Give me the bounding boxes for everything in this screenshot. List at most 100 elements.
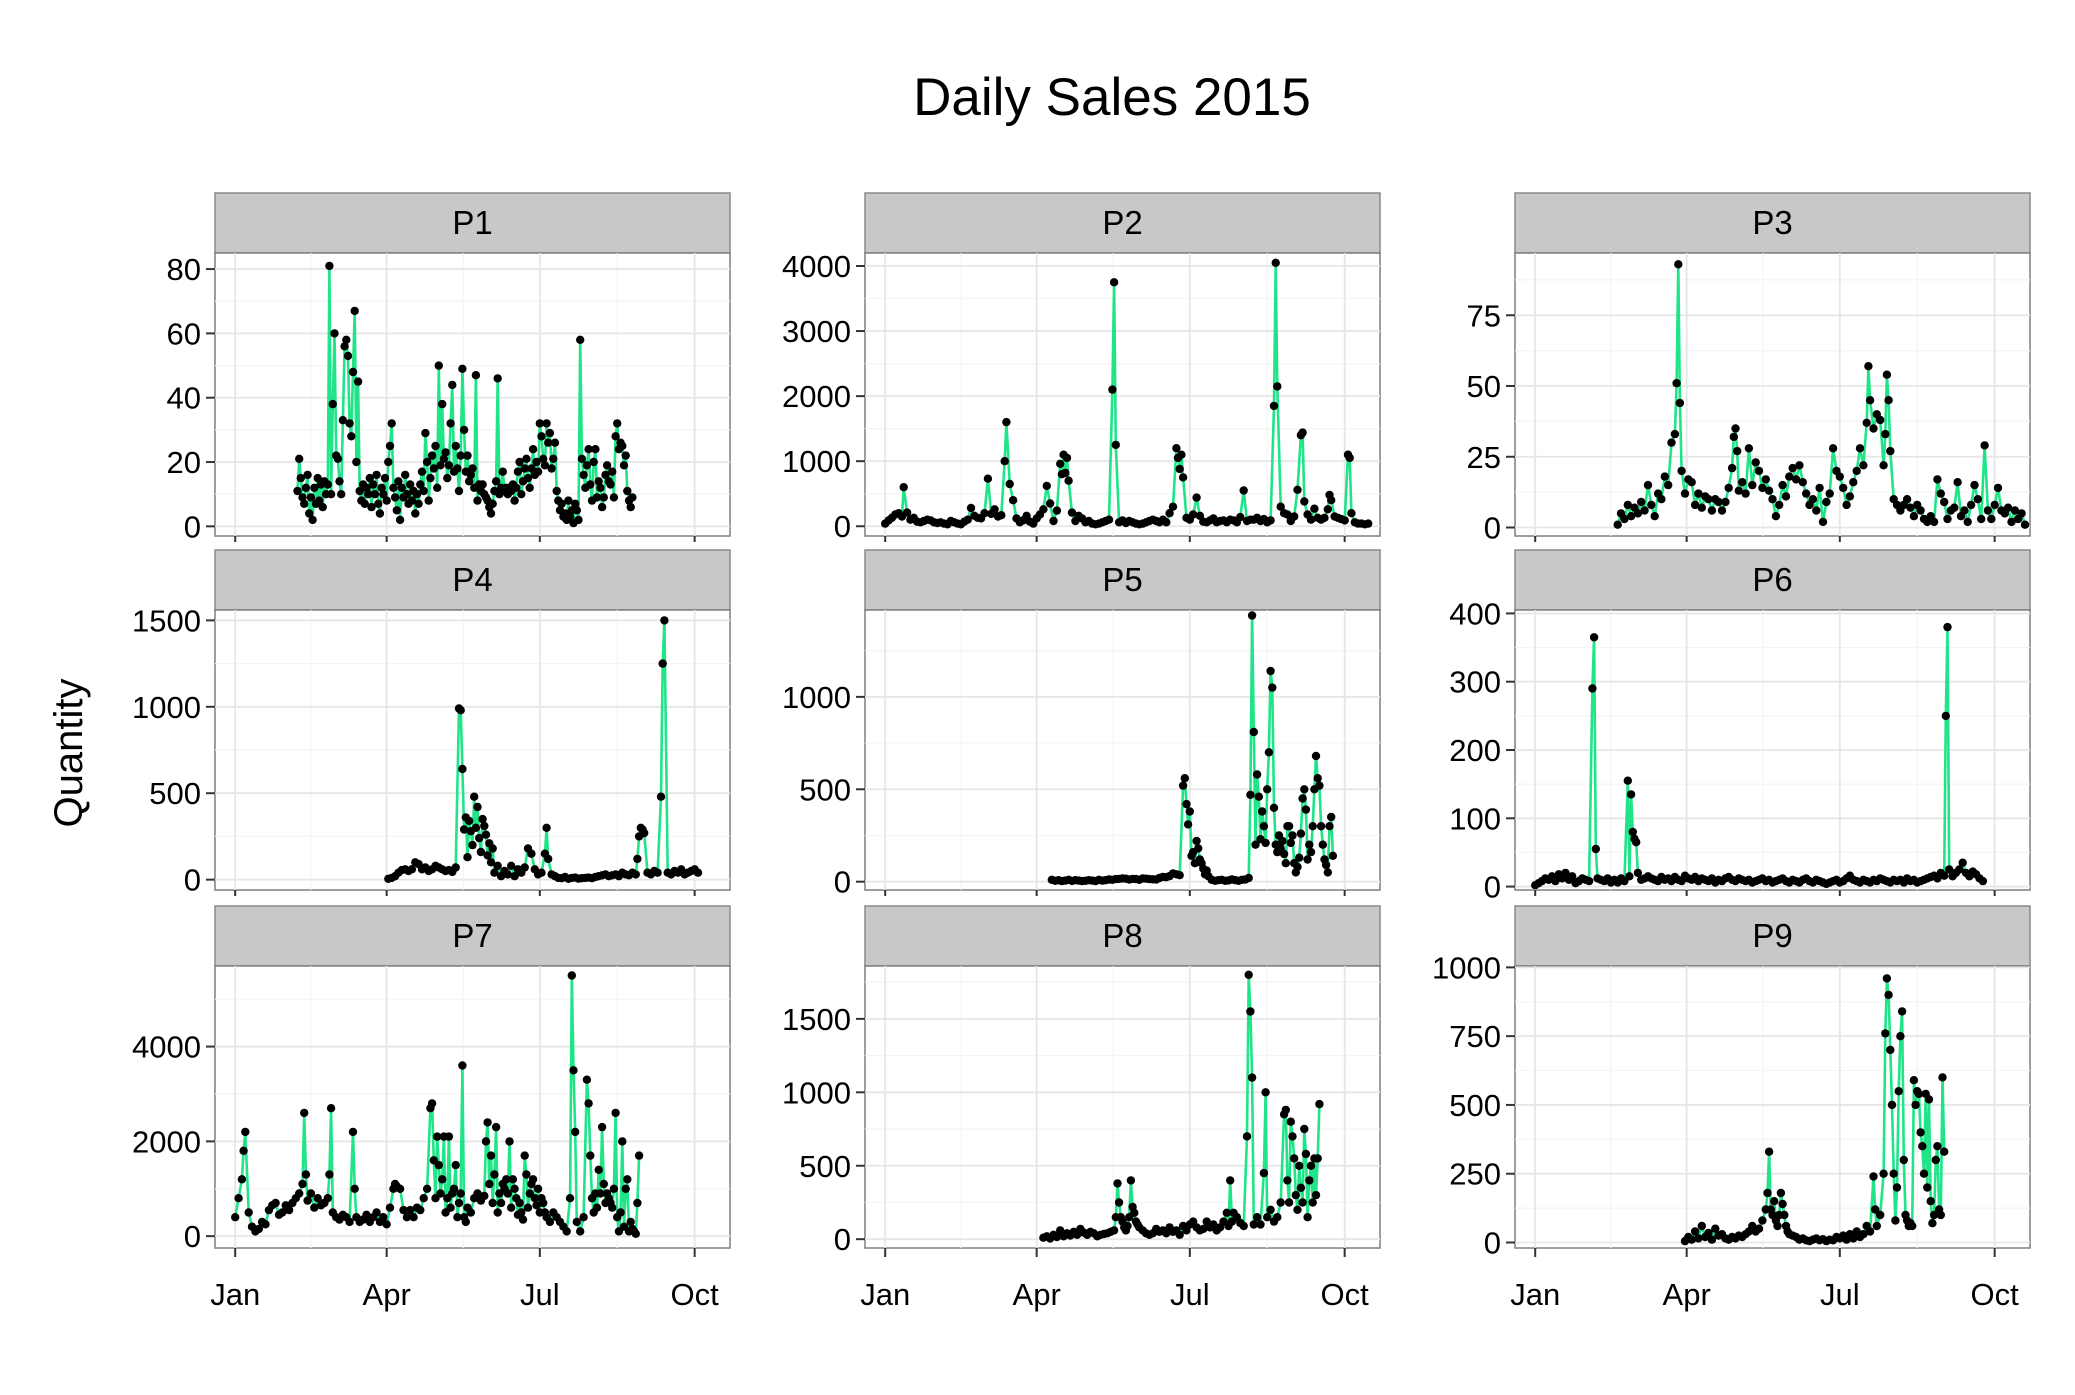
data-point-p1	[395, 515, 405, 525]
data-point-p3	[1643, 480, 1653, 490]
data-point-p1	[456, 451, 465, 460]
data-point-p8	[1291, 1190, 1301, 1200]
series-points-p2	[881, 258, 1373, 529]
y-tick-label-p4: 0	[184, 863, 201, 898]
y-tick-label-p4: 1500	[132, 603, 201, 638]
series-points-p1	[293, 261, 637, 528]
data-point-p1	[611, 432, 620, 441]
y-tick-label-p2: 0	[834, 509, 851, 544]
data-point-p8	[1263, 1213, 1272, 1222]
data-point-p2	[902, 508, 912, 517]
data-point-p2	[990, 505, 999, 514]
data-point-p2	[899, 483, 908, 492]
data-point-p5	[1249, 727, 1259, 737]
data-point-p8	[1247, 1073, 1257, 1082]
x-tick-label-p8: Jan	[860, 1277, 910, 1312]
data-point-p4	[456, 706, 465, 715]
data-point-p9	[1770, 1197, 1779, 1206]
data-point-p3	[1886, 446, 1895, 456]
data-point-p8	[1113, 1179, 1122, 1188]
data-point-p4	[473, 802, 482, 812]
data-point-p1	[589, 457, 598, 467]
data-point-p4	[486, 858, 496, 867]
data-point-p8	[1305, 1176, 1314, 1185]
data-point-p7	[466, 1208, 475, 1217]
data-point-p3	[1953, 478, 1962, 487]
data-point-p6	[1623, 776, 1633, 785]
data-point-p1	[436, 461, 445, 470]
data-point-p3	[1657, 495, 1666, 504]
data-point-p9	[1876, 1210, 1885, 1220]
panel-p4: P4 0 500 1000 1500	[132, 549, 731, 898]
data-point-p4	[660, 616, 669, 625]
series-points-p6	[1531, 622, 1988, 890]
data-point-p3	[1729, 432, 1739, 442]
data-point-p1	[571, 499, 580, 508]
data-point-p7	[237, 1175, 247, 1184]
data-point-p1	[389, 483, 398, 492]
data-point-p5	[1259, 822, 1269, 831]
data-point-p2	[1340, 516, 1349, 525]
data-point-p1	[397, 483, 406, 492]
data-point-p6	[1978, 876, 1988, 886]
data-point-p5	[1286, 838, 1296, 848]
data-point-p7	[406, 1205, 415, 1215]
data-point-p4	[476, 847, 486, 857]
data-point-p1	[515, 457, 524, 467]
y-tick-label-p8: 1000	[782, 1075, 851, 1110]
data-point-p7	[234, 1194, 243, 1203]
strip-p7	[214, 905, 731, 967]
data-point-p3	[1677, 466, 1686, 476]
data-point-p4	[493, 861, 502, 870]
data-point-p3	[1882, 370, 1892, 379]
data-point-p7	[454, 1198, 464, 1208]
data-point-p8	[1293, 1205, 1302, 1215]
data-point-p2	[1177, 450, 1186, 459]
data-point-p3	[1828, 444, 1838, 453]
data-point-p1	[582, 461, 592, 470]
data-point-p8	[1288, 1132, 1297, 1141]
data-point-p7	[461, 1217, 470, 1227]
data-point-p8	[1246, 1007, 1255, 1016]
y-tick-label-p6: 200	[1449, 733, 1501, 768]
y-tick-label-p8: 0	[834, 1222, 851, 1257]
data-point-p9	[1918, 1142, 1927, 1151]
data-point-p8	[1273, 1213, 1282, 1222]
data-point-p1	[602, 461, 612, 470]
data-point-p8	[1283, 1176, 1292, 1185]
data-point-p9	[1928, 1219, 1937, 1228]
chart-title: Daily Sales 2015	[913, 68, 1311, 127]
data-point-p1	[328, 399, 337, 409]
strip-p3	[1514, 192, 2031, 254]
data-point-p5	[1284, 822, 1294, 831]
data-point-p7	[348, 1127, 358, 1137]
data-point-p3	[1808, 495, 1818, 504]
data-point-p5	[1316, 822, 1326, 831]
panel-background-p1	[214, 252, 731, 537]
data-point-p8	[1301, 1149, 1311, 1159]
data-point-p1	[608, 467, 617, 476]
data-point-p2	[1104, 515, 1114, 524]
data-point-p1	[564, 496, 573, 505]
y-tick-label-p5: 1000	[782, 680, 851, 715]
data-point-p1	[377, 483, 386, 492]
data-point-p3	[1764, 486, 1774, 495]
data-point-p1	[547, 464, 556, 473]
data-point-p1	[340, 342, 349, 351]
data-point-p4	[520, 863, 529, 872]
data-point-p5	[1182, 799, 1191, 809]
data-point-p2	[1290, 512, 1299, 521]
data-point-p9	[1690, 1227, 1700, 1236]
data-point-p8	[1109, 1226, 1119, 1235]
data-point-p3	[1839, 483, 1848, 493]
data-point-p3	[1664, 480, 1673, 490]
data-point-p3	[1674, 260, 1683, 269]
data-point-p1	[342, 335, 351, 344]
data-point-p1	[542, 419, 551, 428]
data-point-p1	[301, 483, 311, 492]
series-points-p4	[384, 616, 703, 883]
data-point-p3	[1855, 444, 1865, 453]
data-point-p8	[1239, 1221, 1248, 1231]
panel-p1: P1 0 20 40 60 80	[167, 192, 731, 544]
data-point-p7	[634, 1151, 644, 1160]
